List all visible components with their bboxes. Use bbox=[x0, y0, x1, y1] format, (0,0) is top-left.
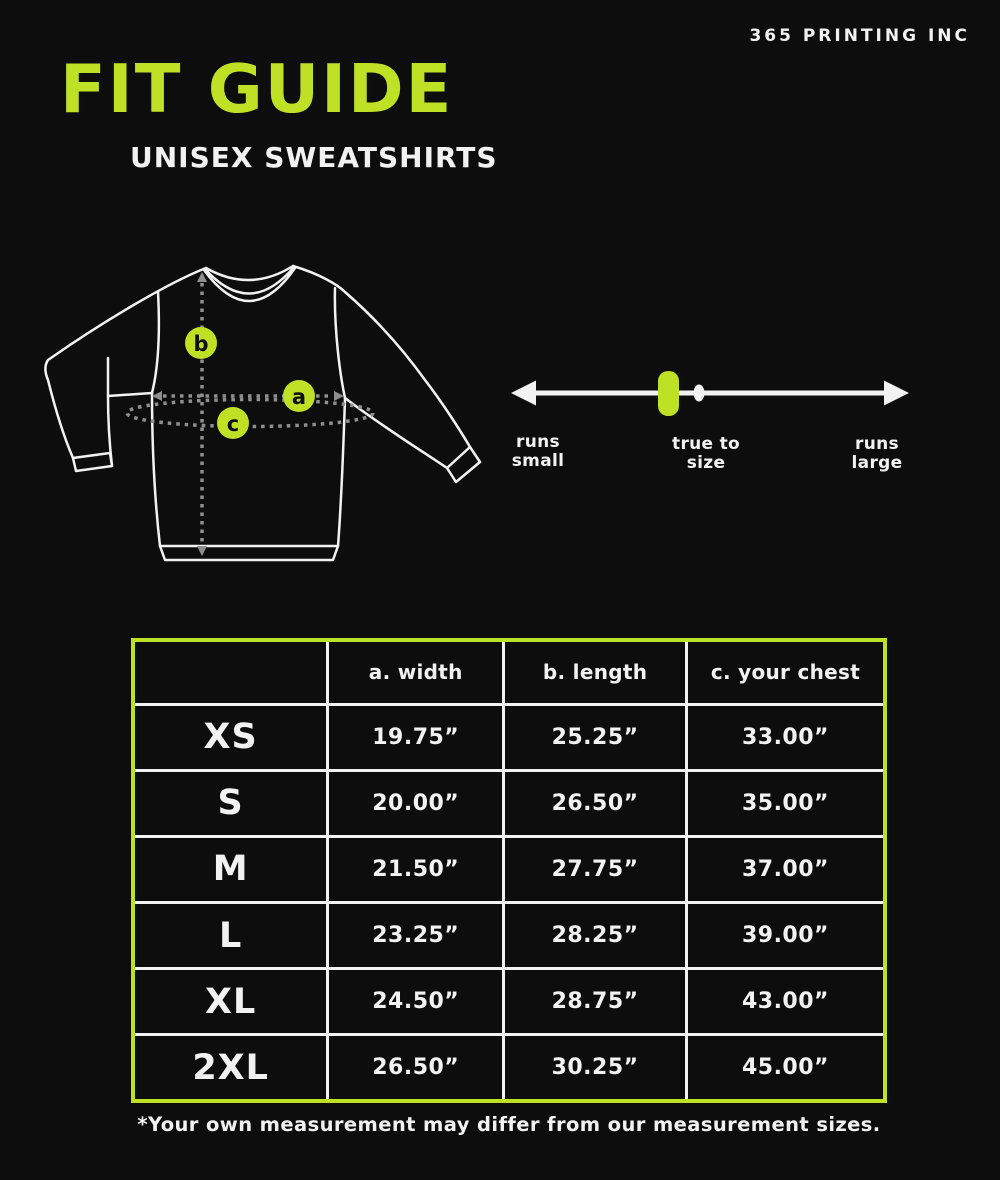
size-table-row: XS 19.75” 25.25” 33.00” bbox=[131, 702, 887, 772]
length-cell: 28.75” bbox=[502, 967, 688, 1037]
left-sleeve bbox=[44, 266, 208, 460]
chest-cell: 43.00” bbox=[684, 967, 887, 1037]
width-cell: 19.75” bbox=[326, 702, 506, 772]
fit-scale bbox=[511, 371, 909, 416]
width-cell: 21.50” bbox=[326, 834, 506, 904]
right-raglan-seam bbox=[333, 286, 347, 400]
footnote: *Your own measurement may differ from ou… bbox=[137, 1113, 881, 1136]
left-raglan-seam bbox=[150, 290, 161, 395]
marker-c: c bbox=[217, 407, 249, 439]
body-right-seam bbox=[336, 396, 347, 548]
length-cell: 25.25” bbox=[502, 702, 688, 772]
size-table-row: XL 24.50” 28.75” 43.00” bbox=[131, 967, 887, 1037]
scale-label-runs-small: runs small bbox=[511, 432, 565, 471]
page-subtitle: UNISEX SWEATSHIRTS bbox=[130, 141, 498, 174]
sweatshirt-outline bbox=[44, 264, 482, 562]
size-table-row: L 23.25” 28.25” 39.00” bbox=[131, 900, 887, 971]
scale-label-true-to-size: true to size bbox=[672, 434, 740, 473]
size-table-header-row: a. width b. length c. your chest bbox=[131, 638, 887, 706]
length-guide-line bbox=[197, 272, 207, 556]
width-guide-line bbox=[152, 391, 344, 401]
size-table-row: M 21.50” 27.75” 37.00” bbox=[131, 834, 887, 904]
width-cell: 26.50” bbox=[326, 1033, 506, 1103]
size-cell: M bbox=[131, 834, 330, 904]
chest-cell: 37.00” bbox=[684, 834, 887, 904]
scale-arrow-line bbox=[511, 380, 909, 406]
header-chest-cell: c. your chest bbox=[684, 638, 887, 706]
marker-a: a bbox=[283, 380, 315, 412]
svg-text:a: a bbox=[292, 385, 306, 409]
page-title: FIT GUIDE bbox=[60, 50, 454, 128]
svg-text:c: c bbox=[227, 412, 239, 436]
header-length-cell: b. length bbox=[502, 638, 688, 706]
width-cell: 20.00” bbox=[326, 768, 506, 838]
size-table-body: XS 19.75” 25.25” 33.00” S 20.00” 26.50” 35.00” M… bbox=[131, 702, 887, 1103]
scale-marker-dot bbox=[693, 384, 705, 402]
length-cell: 30.25” bbox=[502, 1033, 688, 1103]
chest-cell: 33.00” bbox=[684, 702, 887, 772]
chest-cell: 35.00” bbox=[684, 768, 887, 838]
size-table: a. width b. length c. your chest XS 19.75… bbox=[131, 638, 887, 1103]
header-blank-cell bbox=[131, 638, 330, 706]
chest-guide-ellipse bbox=[125, 397, 375, 429]
svg-text:b: b bbox=[193, 332, 208, 356]
left-armpit-line bbox=[106, 391, 154, 398]
right-sleeve-inner bbox=[343, 396, 449, 470]
length-cell: 27.75” bbox=[502, 834, 688, 904]
left-sleeve-inner bbox=[106, 356, 114, 468]
right-sleeve bbox=[291, 264, 482, 464]
size-cell: XL bbox=[131, 967, 330, 1037]
size-cell: 2XL bbox=[131, 1033, 330, 1103]
chest-cell: 45.00” bbox=[684, 1033, 887, 1103]
hem-band bbox=[158, 544, 340, 562]
collar bbox=[202, 264, 297, 303]
size-table-row: 2XL 26.50” 30.25” 45.00” bbox=[131, 1033, 887, 1103]
header-width-cell: a. width bbox=[326, 638, 506, 706]
chest-cell: 39.00” bbox=[684, 900, 887, 971]
right-cuff bbox=[445, 445, 482, 484]
brand-name: 365 PRINTING INC bbox=[749, 26, 970, 46]
length-cell: 28.25” bbox=[502, 900, 688, 971]
left-cuff bbox=[71, 451, 114, 473]
width-cell: 23.25” bbox=[326, 900, 506, 971]
width-cell: 24.50” bbox=[326, 967, 506, 1037]
body-left-seam bbox=[150, 391, 162, 548]
scale-label-runs-large: runs large bbox=[851, 434, 903, 473]
size-cell: S bbox=[131, 768, 330, 838]
marker-b: b bbox=[185, 327, 217, 359]
size-table-row: S 20.00” 26.50” 35.00” bbox=[131, 768, 887, 838]
scale-marker-pill bbox=[658, 371, 679, 416]
size-cell: L bbox=[131, 900, 330, 971]
size-cell: XS bbox=[131, 702, 330, 772]
length-cell: 26.50” bbox=[502, 768, 688, 838]
sweatshirt-illustration: b a c bbox=[44, 264, 482, 562]
